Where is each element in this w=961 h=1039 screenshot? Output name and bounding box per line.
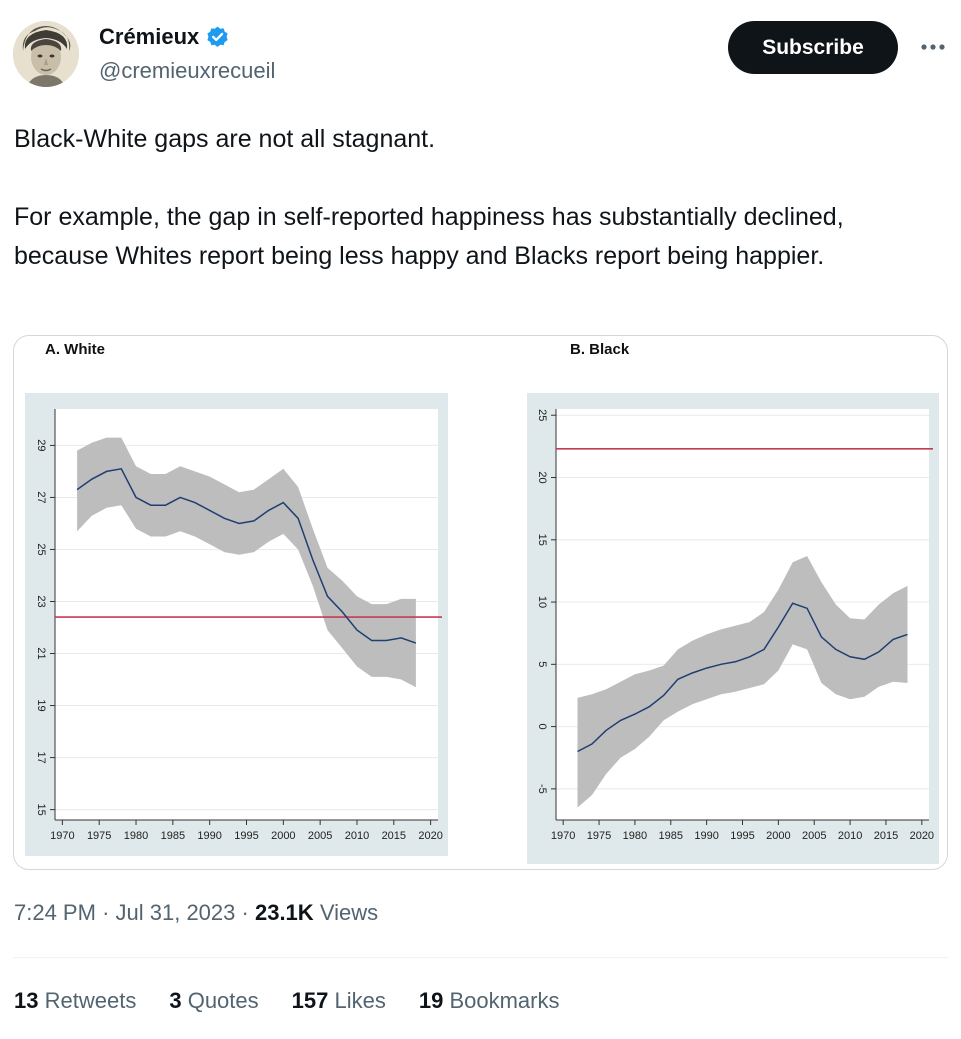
verified-badge-icon[interactable] bbox=[205, 25, 230, 50]
confidence-band bbox=[77, 437, 416, 688]
x-tick-label: 2000 bbox=[271, 830, 295, 842]
chart-panel: A. White 15 17 19 21 23 25 27 29 1970 1975 1980 1985… bbox=[25, 341, 448, 856]
y-tick-label: 15 bbox=[35, 803, 47, 815]
x-tick-label: 1970 bbox=[50, 830, 74, 842]
chart-title: B. Black bbox=[570, 341, 630, 358]
y-tick-label: 25 bbox=[35, 543, 47, 555]
x-tick-label: 2010 bbox=[838, 830, 862, 842]
stat-label: Bookmarks bbox=[449, 988, 560, 1013]
x-tick-label: 2020 bbox=[910, 830, 934, 842]
chart-panel: B. Black -5 0 5 10 15 20 25 1970 1975 1980 1985 1990… bbox=[527, 341, 939, 864]
stat-label: Retweets bbox=[44, 988, 137, 1013]
stat-quotes[interactable]: 3 Quotes bbox=[169, 988, 258, 1014]
avatar[interactable] bbox=[13, 21, 79, 87]
more-horizontal-icon[interactable] bbox=[918, 34, 948, 60]
chart-title: A. White bbox=[45, 341, 105, 358]
author-name[interactable]: Crémieux bbox=[99, 24, 200, 49]
y-tick-label: -5 bbox=[536, 784, 548, 794]
x-tick-label: 1980 bbox=[623, 830, 647, 842]
x-tick-label: 1975 bbox=[87, 830, 111, 842]
stat-likes[interactable]: 157 Likes bbox=[292, 988, 386, 1014]
y-tick-label: 20 bbox=[536, 471, 548, 483]
author-handle[interactable]: @cremieuxrecueil bbox=[99, 58, 276, 83]
x-tick-label: 1990 bbox=[694, 830, 718, 842]
stat-count: 19 bbox=[418, 988, 444, 1013]
x-tick-label: 2015 bbox=[874, 830, 898, 842]
y-tick-label: 21 bbox=[35, 647, 47, 659]
tweet-header: Crémieux @cremieuxrecueil Subscribe bbox=[0, 0, 961, 100]
y-tick-label: 10 bbox=[536, 596, 548, 608]
x-tick-label: 2010 bbox=[345, 830, 369, 842]
tweet-date[interactable]: Jul 31, 2023 bbox=[115, 900, 236, 925]
stat-bookmarks[interactable]: 19 Bookmarks bbox=[419, 988, 560, 1014]
y-tick-label: 23 bbox=[35, 595, 47, 607]
x-tick-label: 2005 bbox=[308, 830, 332, 842]
y-tick-label: 29 bbox=[35, 439, 47, 451]
stat-label: Quotes bbox=[187, 988, 259, 1013]
stat-count: 3 bbox=[169, 988, 182, 1013]
confidence-band bbox=[577, 556, 908, 808]
x-tick-label: 1970 bbox=[551, 830, 575, 842]
x-tick-label: 1985 bbox=[161, 830, 185, 842]
y-tick-label: 27 bbox=[35, 491, 47, 503]
tweet-paragraph: Black-White gaps are not all stagnant. bbox=[14, 125, 436, 153]
subscribe-button[interactable]: Subscribe bbox=[728, 21, 898, 74]
x-tick-label: 1995 bbox=[730, 830, 754, 842]
views-count: 23.1K bbox=[254, 900, 314, 925]
y-tick-label: 0 bbox=[536, 724, 548, 730]
author-name-row: Crémieux bbox=[99, 24, 230, 50]
tweet-time[interactable]: 7:24 PM bbox=[14, 900, 96, 925]
stat-count: 13 bbox=[14, 988, 39, 1013]
series-line bbox=[76, 467, 417, 644]
tweet-meta: 7:24 PM · Jul 31, 2023 · 23.1K Views bbox=[14, 900, 378, 926]
x-tick-label: 2000 bbox=[766, 830, 790, 842]
meta-separator: · bbox=[102, 900, 116, 925]
stat-retweets[interactable]: 13 Retweets bbox=[14, 988, 136, 1014]
tweet-media-image[interactable]: A. White 15 17 19 21 23 25 27 29 1970 1975 1980 1985… bbox=[13, 335, 948, 870]
x-tick-label: 1975 bbox=[587, 830, 611, 842]
divider bbox=[13, 957, 948, 958]
tweet-text: Black-White gaps are not all stagnant. F… bbox=[14, 120, 934, 276]
x-tick-label: 1980 bbox=[124, 830, 148, 842]
x-tick-label: 1990 bbox=[197, 830, 221, 842]
happiness-charts: A. White 15 17 19 21 23 25 27 29 1970 1975 1980 1985… bbox=[25, 341, 939, 864]
y-tick-label: 5 bbox=[536, 661, 548, 667]
engagement-stats: 13 Retweets 3 Quotes 157 Likes 19 Bookma… bbox=[14, 988, 593, 1014]
tweet-paragraph: For example, the gap in self-reported ha… bbox=[14, 203, 844, 270]
x-tick-label: 2020 bbox=[418, 830, 442, 842]
avatar-portrait-icon bbox=[13, 21, 79, 87]
y-tick-label: 15 bbox=[536, 534, 548, 546]
x-tick-label: 1995 bbox=[234, 830, 258, 842]
x-tick-label: 1985 bbox=[659, 830, 683, 842]
stat-count: 157 bbox=[291, 988, 329, 1013]
x-tick-label: 2005 bbox=[802, 830, 826, 842]
y-tick-label: 17 bbox=[35, 751, 47, 763]
y-tick-label: 25 bbox=[536, 409, 548, 421]
meta-separator: · bbox=[241, 900, 255, 925]
stat-label: Likes bbox=[334, 988, 386, 1013]
views-label: Views bbox=[319, 900, 379, 925]
series-line bbox=[577, 602, 908, 753]
x-tick-label: 2015 bbox=[382, 830, 406, 842]
y-tick-label: 19 bbox=[35, 699, 47, 711]
